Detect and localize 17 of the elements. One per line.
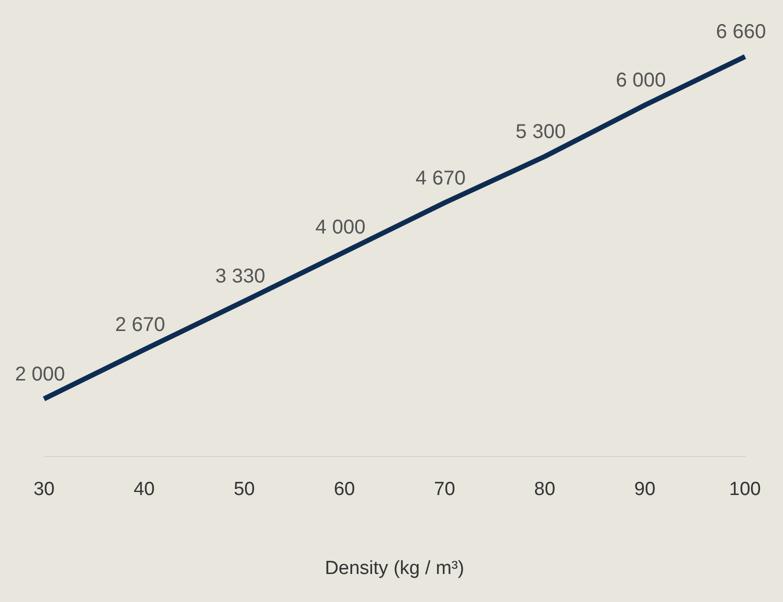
- x-tick-label: 50: [234, 479, 255, 500]
- data-label: 6 000: [616, 70, 666, 92]
- data-label: 2 670: [115, 314, 166, 336]
- data-label: 2 000: [14, 363, 66, 386]
- data-label: 5 300: [516, 121, 566, 144]
- x-tick-label: 70: [434, 479, 456, 500]
- x-tick-label: 100: [729, 479, 761, 500]
- x-tick-label: 60: [334, 479, 355, 500]
- data-label: 3 330: [215, 266, 266, 288]
- x-tick-label: 30: [33, 479, 55, 500]
- data-label: 6 660: [716, 21, 766, 44]
- x-tick-label: 80: [534, 479, 556, 500]
- x-axis-title: Density (kg / m³): [324, 558, 464, 579]
- x-tick-label: 40: [134, 479, 155, 500]
- x-tick-label: 90: [634, 479, 656, 500]
- data-label: 4 000: [315, 216, 366, 238]
- data-label: 4 670: [416, 167, 466, 190]
